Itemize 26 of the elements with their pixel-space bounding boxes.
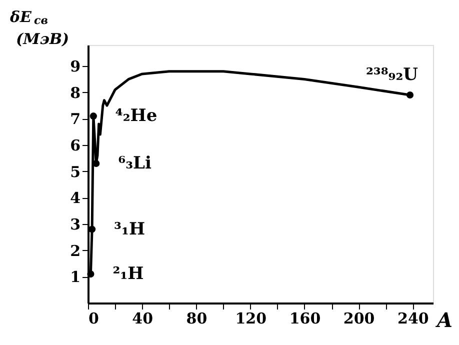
y-tick-label: 1 (70, 268, 80, 286)
x-tick-label: 120 (235, 310, 267, 328)
x-tick-label: 200 (343, 310, 375, 328)
annotation: ³₁H (114, 219, 146, 240)
annotation: ⁶₃Li (118, 153, 152, 174)
annotation: ²₁H (112, 264, 144, 284)
x-tick-label: 0 (88, 310, 99, 328)
x-axis-title: A (435, 308, 453, 332)
point (88, 226, 96, 233)
y-tick-label: 9 (70, 58, 80, 76)
y-tick-label: 5 (70, 162, 80, 181)
y-tick-label: 4 (70, 189, 80, 208)
annotation: ²³⁸₉₂U (366, 65, 418, 86)
y-tick-label: 3 (70, 216, 80, 234)
point (406, 91, 414, 99)
x-tick-label: 40 (132, 310, 154, 328)
x-tick-label: 240 (398, 310, 429, 328)
y-tick-label: 6 (70, 136, 80, 155)
point (87, 270, 94, 278)
y-tick-label: 2 (70, 242, 80, 260)
x-tick-label: 160 (289, 310, 321, 328)
y-tick-label: 7 (70, 110, 80, 128)
y-tick-label: 8 (70, 84, 80, 102)
annotation: ⁴₂He (115, 106, 158, 126)
x-tick-label: 80 (186, 310, 208, 328)
point (90, 112, 97, 120)
